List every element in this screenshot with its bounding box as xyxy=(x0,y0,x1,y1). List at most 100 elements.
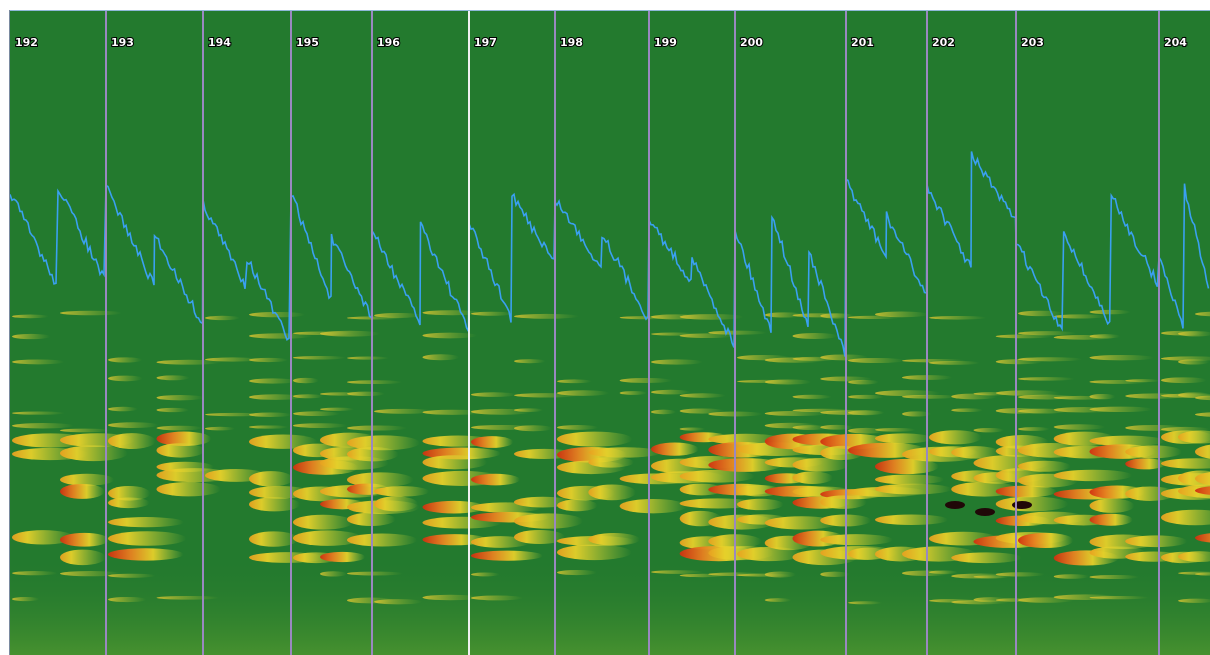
note xyxy=(848,394,885,399)
note xyxy=(108,517,184,528)
note xyxy=(820,424,854,430)
note xyxy=(588,456,634,468)
note xyxy=(1195,311,1210,317)
note xyxy=(249,378,297,384)
note xyxy=(875,311,929,318)
note xyxy=(651,389,691,395)
note xyxy=(347,380,403,385)
note xyxy=(1053,424,1106,430)
note xyxy=(995,485,1057,498)
note xyxy=(902,411,932,417)
note xyxy=(1125,535,1188,548)
note xyxy=(514,529,566,545)
note xyxy=(764,379,812,385)
note xyxy=(156,443,205,458)
note xyxy=(1089,334,1121,339)
note xyxy=(951,552,1022,564)
note xyxy=(12,597,40,602)
note xyxy=(108,548,184,561)
note xyxy=(347,356,390,360)
note xyxy=(651,409,677,415)
note xyxy=(1125,379,1161,383)
note xyxy=(995,334,1054,339)
note xyxy=(1089,513,1133,526)
note xyxy=(108,406,138,412)
note xyxy=(320,571,347,577)
note xyxy=(929,430,982,445)
note xyxy=(951,446,1000,459)
note xyxy=(471,473,520,486)
measure-label: 200 xyxy=(740,36,763,49)
note xyxy=(764,312,804,318)
note xyxy=(108,375,143,382)
note xyxy=(12,530,75,545)
note xyxy=(249,531,299,547)
note xyxy=(1053,469,1133,482)
note xyxy=(60,428,110,433)
note xyxy=(973,427,1004,433)
note xyxy=(249,394,304,400)
note xyxy=(619,498,687,514)
note xyxy=(737,498,784,511)
note xyxy=(737,546,803,562)
note xyxy=(156,482,221,497)
note xyxy=(792,333,838,339)
note xyxy=(679,333,735,339)
note xyxy=(293,514,354,530)
note xyxy=(374,486,430,497)
note xyxy=(1195,412,1210,417)
note xyxy=(374,408,434,414)
note xyxy=(156,407,189,413)
note xyxy=(651,442,699,456)
measure-label: 199 xyxy=(654,36,677,49)
note xyxy=(249,434,318,449)
note xyxy=(995,496,1069,512)
note-peak xyxy=(975,508,995,516)
note xyxy=(108,422,159,429)
note xyxy=(848,357,905,364)
note xyxy=(764,571,796,578)
note xyxy=(1195,471,1210,486)
note-peak xyxy=(945,501,965,509)
note xyxy=(1178,331,1210,337)
note xyxy=(422,332,477,339)
note xyxy=(902,394,959,399)
note xyxy=(1089,574,1139,580)
note xyxy=(108,596,147,603)
note xyxy=(60,532,109,547)
note xyxy=(1178,551,1210,562)
note xyxy=(929,570,958,574)
note xyxy=(820,495,867,509)
note xyxy=(1089,406,1153,413)
note xyxy=(422,354,460,361)
note xyxy=(60,483,105,499)
note xyxy=(320,551,366,563)
note xyxy=(1018,331,1077,336)
measure-label: 192 xyxy=(15,36,38,49)
note xyxy=(1017,377,1075,381)
note xyxy=(248,412,292,417)
note xyxy=(347,533,418,547)
measure-label: 194 xyxy=(208,36,231,49)
note xyxy=(249,425,289,429)
note xyxy=(249,357,288,363)
note xyxy=(422,455,488,470)
note xyxy=(347,435,420,451)
note xyxy=(12,359,65,365)
note xyxy=(973,575,1010,579)
note xyxy=(951,408,983,413)
note xyxy=(156,431,211,447)
note xyxy=(708,330,767,335)
note xyxy=(249,471,294,487)
note xyxy=(293,355,346,360)
note xyxy=(347,391,385,396)
note xyxy=(1053,314,1107,319)
note xyxy=(929,360,980,365)
note xyxy=(875,483,952,495)
note xyxy=(156,395,204,401)
note xyxy=(156,359,222,365)
note xyxy=(651,359,703,365)
note xyxy=(1195,444,1210,459)
note xyxy=(1089,498,1135,513)
